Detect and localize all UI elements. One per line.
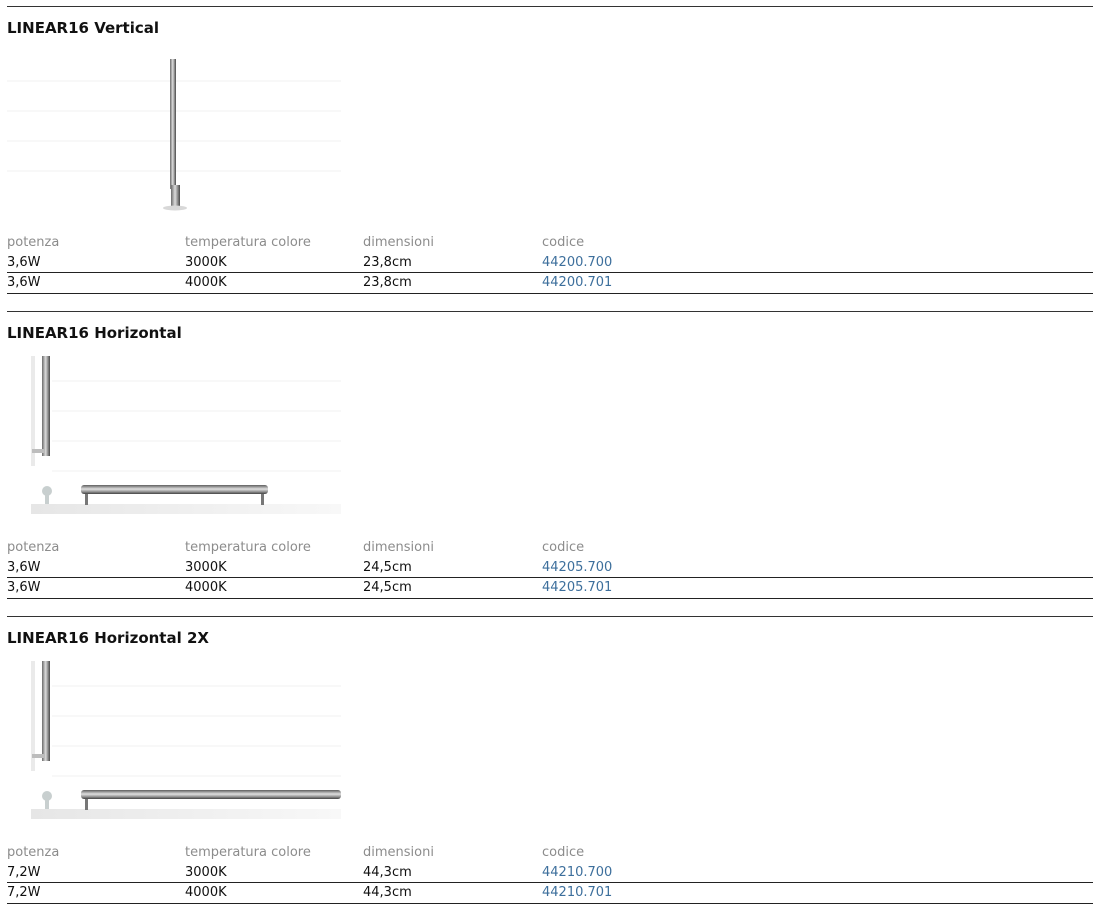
cell-potenza: 3,6W <box>7 275 41 290</box>
section-divider <box>7 6 1093 7</box>
product-title: LINEAR16 Horizontal 2X <box>7 629 209 647</box>
product-code-link[interactable]: 44205.701 <box>542 580 613 595</box>
section-divider <box>7 311 1093 312</box>
product-code-link[interactable]: 44205.700 <box>542 560 613 575</box>
cell-temperatura: 4000K <box>185 580 227 595</box>
cell-dimensioni: 44,3cm <box>363 885 412 900</box>
linear16-horizontal-2x-product-image <box>7 661 341 821</box>
cell-temperatura: 3000K <box>185 865 227 880</box>
cell-potenza: 7,2W <box>7 865 41 880</box>
product-code-link[interactable]: 44210.700 <box>542 865 613 880</box>
column-header-dimensioni: dimensioni <box>363 540 434 555</box>
column-header-codice: codice <box>542 235 585 250</box>
row-divider <box>7 903 1093 904</box>
column-header-potenza: potenza <box>7 235 60 250</box>
row-divider <box>7 598 1093 599</box>
cell-temperatura: 4000K <box>185 275 227 290</box>
column-header-codice: codice <box>542 845 585 860</box>
row-divider <box>7 577 1093 578</box>
product-code-link[interactable]: 44200.700 <box>542 255 613 270</box>
linear16-horizontal-product-image <box>7 356 341 516</box>
column-header-potenza: potenza <box>7 540 60 555</box>
column-header-dimensioni: dimensioni <box>363 235 434 250</box>
cell-potenza: 3,6W <box>7 580 41 595</box>
column-header-temperatura: temperatura colore <box>185 845 311 860</box>
cell-potenza: 3,6W <box>7 255 41 270</box>
row-divider <box>7 272 1093 273</box>
cell-dimensioni: 24,5cm <box>363 560 412 575</box>
cell-temperatura: 3000K <box>185 560 227 575</box>
row-divider <box>7 882 1093 883</box>
column-header-codice: codice <box>542 540 585 555</box>
cell-potenza: 3,6W <box>7 560 41 575</box>
column-header-potenza: potenza <box>7 845 60 860</box>
cell-dimensioni: 44,3cm <box>363 865 412 880</box>
product-code-link[interactable]: 44210.701 <box>542 885 613 900</box>
cell-potenza: 7,2W <box>7 885 41 900</box>
column-header-dimensioni: dimensioni <box>363 845 434 860</box>
product-code-link[interactable]: 44200.701 <box>542 275 613 290</box>
cell-temperatura: 4000K <box>185 885 227 900</box>
cell-dimensioni: 23,8cm <box>363 255 412 270</box>
product-title: LINEAR16 Vertical <box>7 19 160 37</box>
product-title: LINEAR16 Horizontal <box>7 324 182 342</box>
column-header-temperatura: temperatura colore <box>185 540 311 555</box>
linear16-vertical-product-image <box>7 51 341 211</box>
row-divider <box>7 293 1093 294</box>
section-divider <box>7 616 1093 617</box>
cell-dimensioni: 23,8cm <box>363 275 412 290</box>
column-header-temperatura: temperatura colore <box>185 235 311 250</box>
cell-temperatura: 3000K <box>185 255 227 270</box>
cell-dimensioni: 24,5cm <box>363 580 412 595</box>
